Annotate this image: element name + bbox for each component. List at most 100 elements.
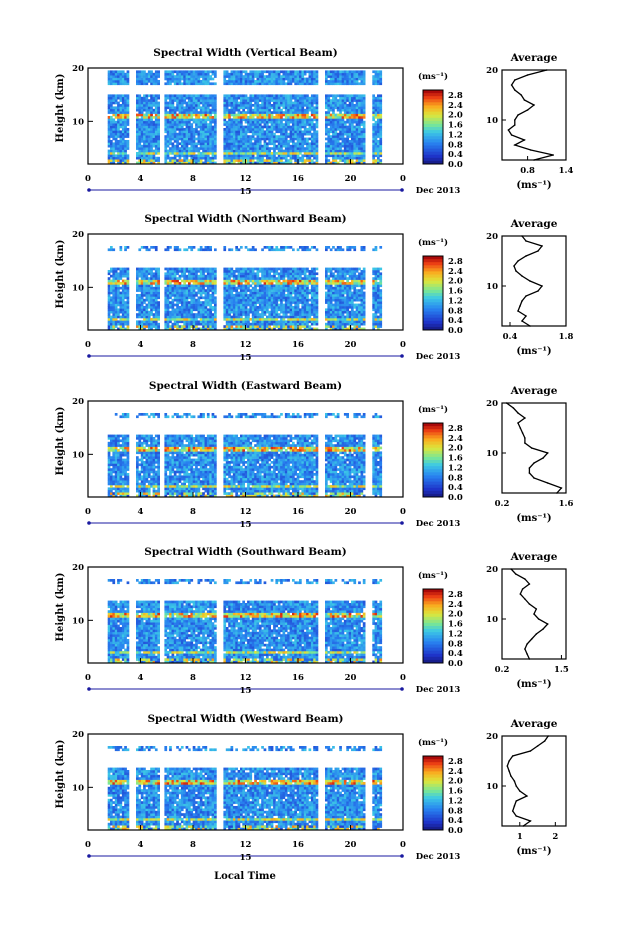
heatmap-cell <box>110 322 113 326</box>
heatmap-cell <box>247 104 250 107</box>
heatmap-cell <box>190 248 194 252</box>
heatmap-cell <box>154 320 158 324</box>
heatmap-cell <box>358 120 361 124</box>
heatmap-cell <box>325 82 328 86</box>
heatmap-cell <box>126 116 130 119</box>
heatmap-cell <box>339 147 342 150</box>
heatmap-cell <box>211 294 215 297</box>
heatmap-cell <box>358 137 361 141</box>
heatmap-cell <box>339 75 342 78</box>
heatmap-cell <box>327 137 331 141</box>
heatmap-cell <box>204 108 208 112</box>
heatmap-cell <box>117 152 120 155</box>
heatmap-cell <box>164 125 168 129</box>
heatmap-cell <box>171 123 175 126</box>
heatmap-cell <box>294 154 297 158</box>
heatmap-cell <box>183 108 186 112</box>
heatmap-cell <box>284 113 288 117</box>
heatmap-cell <box>251 137 255 141</box>
colorbar-label: (ms⁻¹) <box>418 71 448 82</box>
heatmap-cell <box>204 318 208 321</box>
heatmap-cell <box>294 135 297 138</box>
heatmap-cell <box>275 147 279 150</box>
heatmap-cell <box>164 296 168 300</box>
heatmap-cell <box>313 116 316 119</box>
heatmap-cell <box>192 294 196 297</box>
heatmap-cell <box>192 70 196 74</box>
heatmap-cell <box>188 308 191 312</box>
heatmap-cell <box>119 70 123 74</box>
heatmap-cell <box>355 154 359 158</box>
heatmap-cell <box>292 132 295 136</box>
heatmap-cell <box>251 291 255 295</box>
heatmap-cell <box>329 137 333 141</box>
heatmap-cell <box>232 108 236 112</box>
heatmap-cell <box>223 289 227 292</box>
heatmap-cell <box>230 291 234 295</box>
heatmap-cell <box>287 96 290 100</box>
heatmap-cell <box>124 123 127 126</box>
heatmap-cell <box>358 113 361 117</box>
heatmap-cell <box>242 322 245 326</box>
heatmap-cell <box>209 120 212 124</box>
heatmap-cell <box>192 132 196 136</box>
heatmap-cell <box>327 104 331 107</box>
heatmap-cell <box>362 128 366 131</box>
heatmap-cell <box>176 152 179 155</box>
heatmap-cell <box>136 132 139 136</box>
heatmap-cell <box>296 72 300 76</box>
heatmap-cell <box>138 301 142 304</box>
heatmap-cell <box>268 159 271 162</box>
heatmap-cell <box>223 113 227 117</box>
heatmap-cell <box>296 132 300 136</box>
heatmap-cell <box>230 315 234 319</box>
heatmap-cell <box>379 152 383 155</box>
heatmap-cell <box>254 123 257 126</box>
heatmap-cell <box>190 277 194 280</box>
heatmap-cell <box>164 108 168 112</box>
heatmap-cell <box>343 130 347 134</box>
heatmap-cell <box>107 96 111 100</box>
heatmap-cell <box>166 135 170 138</box>
heatmap-cell <box>223 291 227 295</box>
heatmap-cell <box>296 70 300 74</box>
heatmap-cell <box>157 137 160 141</box>
heatmap-cell <box>185 128 189 131</box>
heatmap-cell <box>138 128 142 131</box>
heatmap-cell <box>152 96 156 100</box>
heatmap-cell <box>254 118 257 122</box>
heatmap-cell <box>313 132 316 136</box>
heatmap-cell <box>124 94 127 98</box>
heatmap-cell <box>343 159 347 162</box>
heatmap-cell <box>126 128 130 131</box>
heatmap-cell <box>199 274 203 278</box>
heatmap-cell <box>136 80 139 83</box>
heatmap-cell <box>244 116 248 119</box>
heatmap-cell <box>351 137 354 141</box>
heatmap-cell <box>214 296 217 300</box>
heatmap-cell <box>235 82 238 86</box>
heatmap-cell <box>343 116 347 119</box>
heatmap-cell <box>117 154 120 158</box>
heatmap-cell <box>209 147 212 150</box>
heatmap-cell <box>277 152 281 155</box>
heatmap-cell <box>303 118 307 122</box>
profile-point <box>510 134 513 136</box>
heatmap-cell <box>270 156 274 160</box>
heatmap-cell <box>114 140 118 143</box>
heatmap-cell <box>296 75 300 78</box>
heatmap-cell <box>258 99 262 102</box>
heatmap-cell <box>270 123 274 126</box>
heatmap-cell <box>107 99 111 102</box>
heatmap-cell <box>147 130 151 134</box>
heatmap-cell <box>232 101 236 105</box>
heatmap-cell <box>353 130 357 134</box>
heatmap-cell <box>310 132 314 136</box>
heatmap-cell <box>199 113 203 117</box>
heatmap-cell <box>329 130 333 134</box>
heatmap-cell <box>195 128 198 131</box>
heatmap-cell <box>306 149 309 153</box>
heatmap-cell <box>256 310 260 314</box>
heatmap-cell <box>169 161 172 165</box>
heatmap-cell <box>223 72 227 76</box>
